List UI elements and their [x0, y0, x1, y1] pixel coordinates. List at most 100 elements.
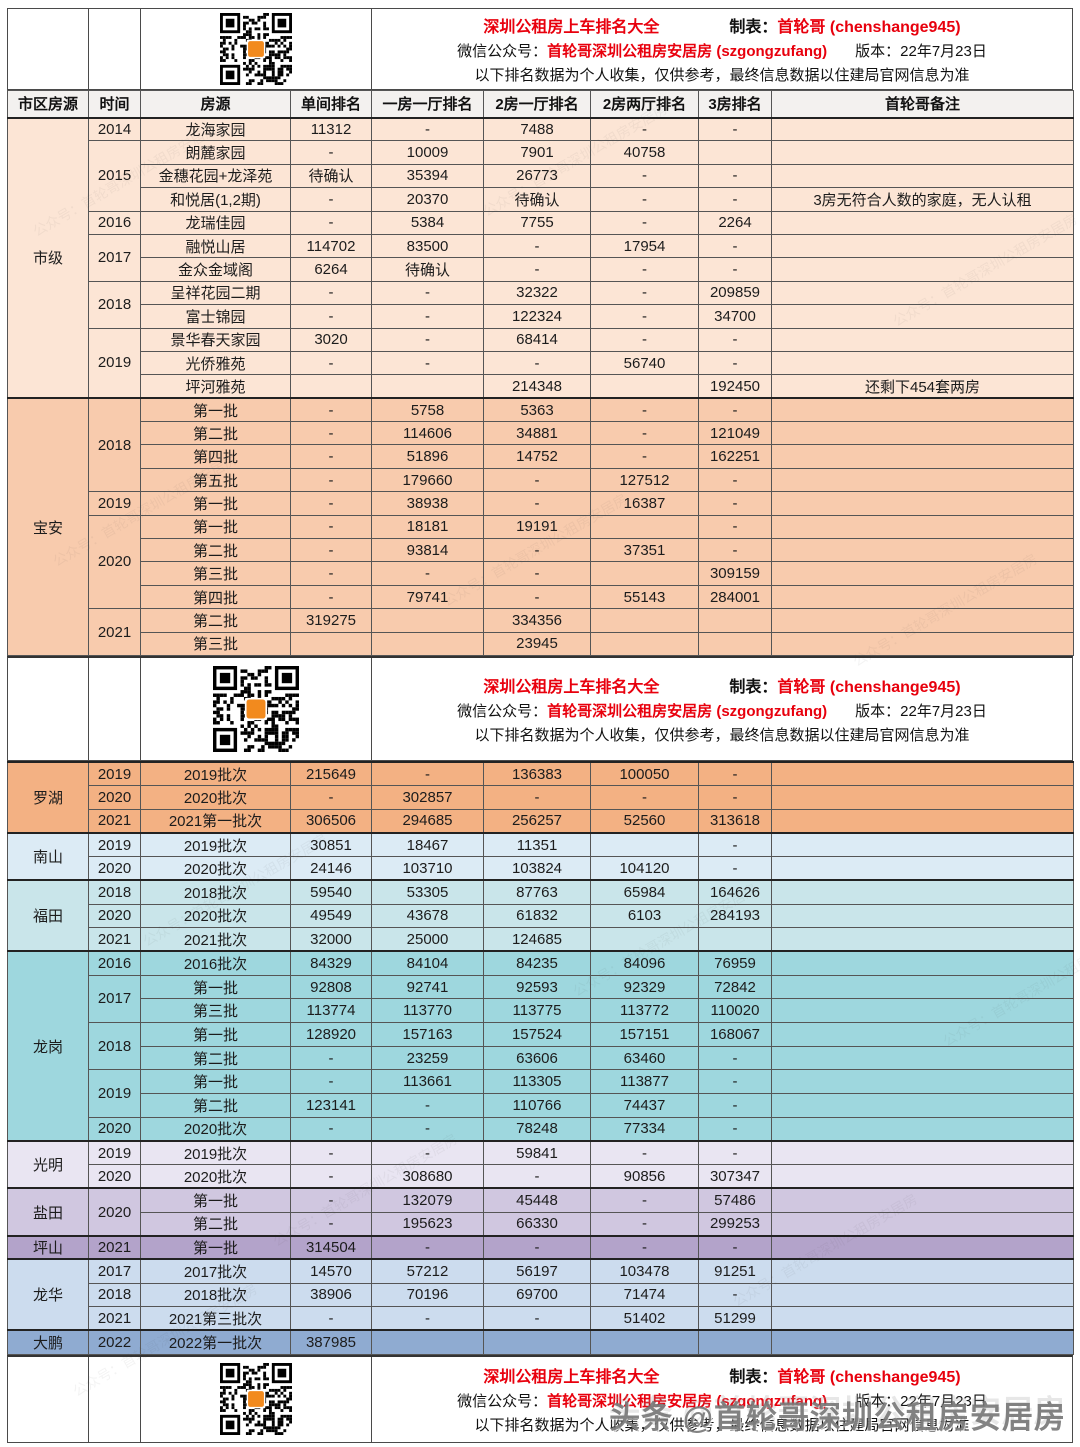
table-row: 2015 朗麓家园 -10009 7901 40758	[7, 140, 1074, 212]
column-header-notes: 首轮哥备注	[771, 90, 1074, 118]
cell-housing-name: 富士锦园	[140, 304, 291, 329]
cell-rank-2room1hall: 113305	[483, 1069, 591, 1095]
cell-rank-2room1hall: 68414	[483, 327, 591, 352]
wechat-qrcode-icon	[220, 1363, 292, 1436]
cell-housing-name: 坪河雅苑	[140, 374, 291, 399]
band-empty-district-cell	[8, 1356, 89, 1442]
band-wechat-line: 微信公众号：首轮哥深圳公租房安居房 (szgongzufang) 版本：22年7月…	[457, 40, 987, 61]
cell-note	[771, 1329, 1074, 1355]
cell-rank-single: 314504	[290, 1234, 372, 1260]
cell-housing-name: 第一批	[140, 1234, 291, 1260]
cell-rank-2room2hall: -	[590, 397, 699, 423]
cell-note	[771, 631, 1074, 656]
band-disclaimer: 以下排名数据为个人收集，仅供参考，最终信息数据以住建局官网信息为准	[474, 67, 970, 84]
cell-time: 2018	[88, 397, 141, 493]
cell-rank-2room1hall: -	[483, 1164, 591, 1189]
cell-housing-name: 第二批	[140, 608, 291, 633]
cell-rank-3room: -	[698, 1139, 772, 1166]
cell-note	[771, 304, 1074, 329]
cell-rank-3room: -	[698, 1282, 772, 1308]
cell-district: 市级	[7, 116, 89, 399]
cell-rank-2room1hall: 334356	[483, 608, 591, 633]
cell-note	[771, 879, 1074, 905]
maker-label: 制表：	[729, 1369, 778, 1387]
cell-note: 3房无符合人数的家庭，无人认租	[771, 187, 1074, 212]
cell-rank-2room2hall: -	[590, 421, 699, 446]
cell-rank-1room1hall: 53305	[371, 879, 484, 905]
cell-rank-1room1hall: -	[371, 304, 484, 329]
table-row: 南山 2019 2019批次 30851 18467 11351 -	[7, 832, 1074, 881]
table-row: 第三批 23945	[7, 631, 1074, 656]
cell-rank-2room2hall: 90856	[590, 1164, 699, 1189]
cell-rank-1room1hall: 113770	[371, 998, 484, 1024]
cell-rank-1room1hall: 18181	[371, 514, 484, 540]
cell-rank-2room1hall: 110766	[483, 1093, 591, 1118]
cell-rank-2room2hall: -	[590, 257, 699, 282]
cell-rank-3room: 284001	[698, 584, 772, 610]
cell-district: 龙华	[7, 1258, 89, 1331]
cell-housing-name: 2020批次	[140, 856, 291, 881]
column-header-district: 市区房源	[7, 90, 89, 118]
cell-rank-2room2hall	[590, 927, 699, 952]
cell-rank-3room: 91251	[698, 1258, 772, 1284]
cell-rank-1room1hall: 83500	[371, 233, 484, 259]
cell-rank-1room1hall: -	[371, 1093, 484, 1118]
table-row: 宝安 2018 第一批 -5758 5363- -	[7, 397, 1074, 656]
cell-rank-3room: -	[698, 1093, 772, 1118]
cell-note	[771, 1093, 1074, 1118]
cell-housing-name: 第三批	[140, 998, 291, 1024]
cell-rank-1room1hall: 5384	[371, 210, 484, 235]
cell-housing-name: 第五批	[140, 467, 291, 493]
cell-rank-2room1hall: 136383	[483, 760, 591, 787]
cell-rank-2room2hall: -	[590, 1211, 699, 1237]
cell-rank-1room1hall	[371, 1329, 484, 1355]
cell-rank-2room1hall: 113775	[483, 998, 591, 1024]
cell-note	[771, 1258, 1074, 1284]
wechat-label: 微信公众号：	[457, 43, 548, 60]
cell-rank-single: 319275	[290, 608, 372, 633]
cell-housing-name: 龙瑞佳园	[140, 210, 291, 235]
maker-name: 首轮哥 (chenshange945)	[777, 1369, 961, 1387]
table-row: 第四批 -79741-55143 284001	[7, 584, 1074, 610]
cell-rank-1room1hall: 57212	[371, 1258, 484, 1284]
band-wechat-line: 微信公众号：首轮哥深圳公租房安居房 (szgongzufang) 版本：22年7月…	[457, 700, 987, 721]
column-header-2room2hall-rank: 2房两厅排名	[590, 90, 699, 118]
cell-rank-2room2hall: 65984	[590, 879, 699, 905]
table-row: 第三批 - - -309159	[7, 561, 1074, 586]
cell-housing-name: 金众金域阁	[140, 257, 291, 282]
band-wechat-line: 微信公众号：首轮哥深圳公租房安居房 (szgongzufang) 版本：22年7月…	[457, 1390, 987, 1411]
cell-rank-3room: 72842	[698, 974, 772, 1000]
table-row: 金穗花园+龙泽苑 待确认 35394 26773- -	[7, 163, 1074, 189]
cell-time: 2020	[88, 1187, 141, 1237]
cell-rank-1room1hall: 92741	[371, 974, 484, 1000]
sheet: 深圳公租房上车排名大全 制表：首轮哥 (chenshange945) 微信公众号：…	[7, 8, 1074, 1443]
cell-rank-single: -	[290, 1187, 372, 1213]
cell-housing-name: 2018批次	[140, 879, 291, 905]
cell-housing-name: 第一批	[140, 1069, 291, 1095]
cell-district: 大鹏	[7, 1329, 89, 1355]
band-title-line: 深圳公租房上车排名大全 制表：首轮哥 (chenshange945)	[483, 673, 960, 697]
cell-rank-1room1hall: -	[371, 116, 484, 142]
table-row: 盐田 2020 第一批 -132079 45448-57486	[7, 1187, 1074, 1237]
cell-housing-name: 和悦居(1,2期)	[140, 187, 291, 212]
cell-time: 2019	[88, 760, 141, 787]
cell-housing-name: 景华春天家园	[140, 327, 291, 352]
cell-rank-2room1hall: 59841	[483, 1139, 591, 1166]
band-title-line: 深圳公租房上车排名大全 制表：首轮哥 (chenshange945)	[483, 13, 960, 37]
cell-rank-single: 92808	[290, 974, 372, 1000]
cell-rank-single: -	[290, 1164, 372, 1189]
cell-rank-3room: 209859	[698, 280, 772, 306]
ranking-table-lower: 罗湖 2019 2019批次 215649-136383 100050-2020 2020…	[7, 760, 1074, 1355]
cell-rank-2room2hall: -	[590, 1234, 699, 1260]
cell-rank-1room1hall: 114606	[371, 421, 484, 446]
cell-rank-2room2hall: 84096	[590, 950, 699, 976]
cell-rank-1room1hall: -	[371, 350, 484, 376]
maker-name: 首轮哥 (chenshange945)	[777, 19, 961, 36]
cell-rank-3room: -	[698, 514, 772, 540]
cell-rank-3room	[698, 1329, 772, 1355]
cell-rank-3room	[698, 608, 772, 633]
cell-rank-2room1hall: 26773	[483, 163, 591, 189]
table-row: 2017 融悦山居 114702 83500-17954-	[7, 233, 1074, 282]
cell-rank-2room1hall: 157524	[483, 1022, 591, 1047]
cell-rank-2room1hall: 56197	[483, 1258, 591, 1284]
